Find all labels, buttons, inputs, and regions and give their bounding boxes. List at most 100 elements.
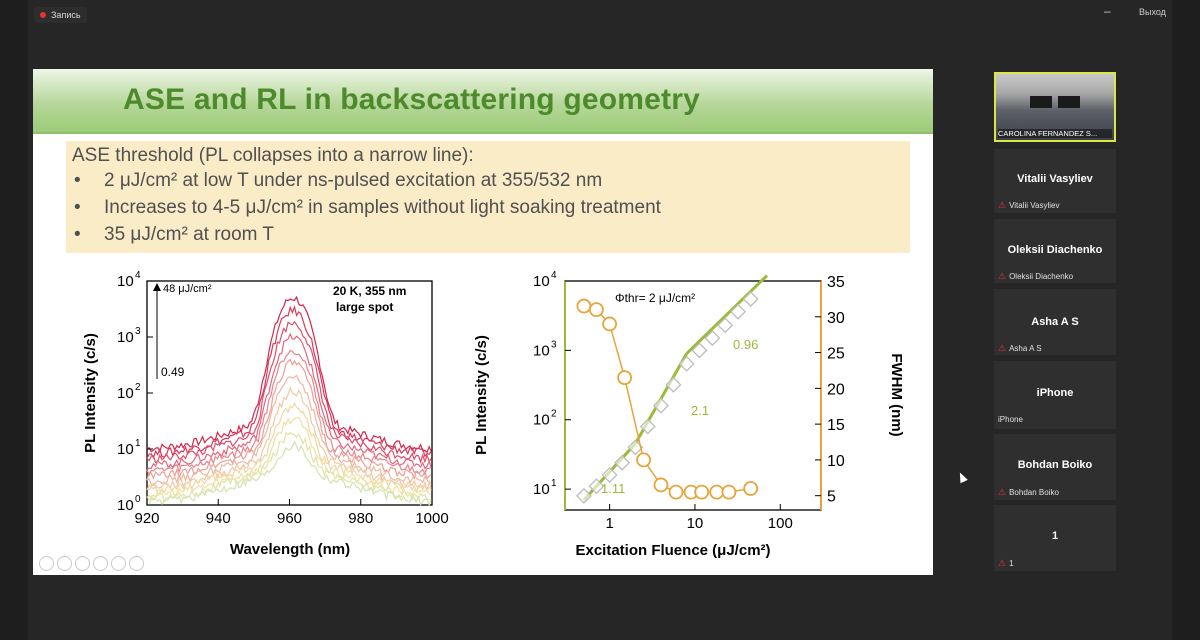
participant-tile[interactable]: iPhone iPhone <box>994 361 1116 429</box>
chart2-ytick-exponent: 2 <box>551 409 557 420</box>
annotation-threshold: Φthr= 2 μJ/cm² <box>615 291 695 305</box>
chart2-y2tick-label: 35 <box>827 274 845 291</box>
participant-sub: 1 <box>1009 559 1014 568</box>
participant-name: Bohdan Boiko <box>1017 459 1093 471</box>
chart2-xtick-label: 10 <box>687 515 704 532</box>
next-slide-icon[interactable] <box>57 556 72 571</box>
participant-name: 1 <box>1051 530 1059 542</box>
grid-icon[interactable] <box>93 556 108 571</box>
pl-data-point <box>691 342 708 359</box>
fwhm-data-point <box>576 298 592 314</box>
video-screen <box>1030 96 1052 108</box>
participant-tile[interactable]: 1 ⚠ 1 <box>994 505 1116 571</box>
spectrum-line <box>146 416 432 499</box>
participant-sub: iPhone <box>998 415 1023 424</box>
participant-tile[interactable]: Asha A S ⚠ Asha A S <box>994 289 1116 355</box>
pl-data-point <box>678 355 695 372</box>
participant-tile[interactable]: Bohdan Boiko ⚠ Bohdan Boiko <box>994 434 1116 500</box>
annotation-bottom-fluence: 0.49 <box>161 365 185 379</box>
participant-video-tile[interactable]: CAROLINA FERNANDEZ S... <box>994 72 1116 142</box>
slide-title: ASE and RL in backscattering geometry <box>123 83 701 116</box>
record-dot-icon <box>40 12 46 18</box>
spectrum-line <box>146 349 432 477</box>
pl-data-point <box>601 466 618 483</box>
pen-icon[interactable] <box>75 556 90 571</box>
spectrum-line <box>146 332 432 470</box>
spectrum-line <box>146 358 432 480</box>
shared-slide: ASE and RL in backscattering geometry AS… <box>33 69 933 575</box>
fwhm-line <box>583 305 751 493</box>
chart2-y2tick-label: 20 <box>827 381 845 398</box>
chart2-y2tick-label: 15 <box>827 417 845 434</box>
pl-data-point <box>575 487 592 504</box>
chart2-y2tick-label: 5 <box>827 489 836 506</box>
chart1-xtick-label: 920 <box>134 510 159 527</box>
annotation-spot: large spot <box>336 300 393 314</box>
minimize-button[interactable]: – <box>1104 4 1111 18</box>
fwhm-data-point <box>668 484 684 500</box>
fwhm-data-point <box>709 484 725 500</box>
recording-indicator[interactable]: Запись <box>34 7 87 23</box>
chart1-ytick-exponent: 0 <box>135 494 141 505</box>
arrow-head-icon <box>153 283 161 291</box>
mic-muted-icon: ⚠ <box>998 558 1007 568</box>
spectrum-line <box>146 440 432 507</box>
participant-name: Vitalii Vasyliev <box>1017 173 1093 185</box>
chart2-y2label: FWHM (nm) <box>888 353 905 436</box>
fwhm-data-point <box>721 484 737 500</box>
chart1-xtick-label: 1000 <box>415 510 448 527</box>
chart2-ytick-exponent: 1 <box>551 478 557 489</box>
chart2-y2tick-label: 30 <box>827 310 845 327</box>
chart2-xlabel: Excitation Fluence (μJ/cm²) <box>575 542 770 559</box>
chart1-xtick-label: 980 <box>348 510 373 527</box>
bullet-item: • Increases to 4-5 μJ/cm² in samples with… <box>74 197 661 218</box>
annotation-condition: 20 K, 355 nm <box>333 284 406 298</box>
mic-muted-icon: ⚠ <box>998 200 1007 210</box>
prev-slide-icon[interactable] <box>39 556 54 571</box>
video-tile-name: CAROLINA FERNANDEZ S... <box>998 129 1112 138</box>
participant-tile[interactable]: Oleksii Diachenko ⚠ Oleksii Diachenko <box>994 219 1116 283</box>
spectrum-line <box>146 295 432 454</box>
chart2-ytick-label: 10 <box>533 481 550 498</box>
chart1-ytick-label: 10 <box>117 497 134 514</box>
bullet-header: ASE threshold (PL collapses into a narro… <box>72 145 474 166</box>
slope-label-3: 0.96 <box>733 337 758 352</box>
spectrum-line <box>146 385 432 493</box>
fit-line <box>685 274 769 355</box>
zoom-icon[interactable] <box>111 556 126 571</box>
bullet-item: • 2 μJ/cm² at low T under ns-pulsed excit… <box>74 170 603 191</box>
pl-data-point <box>614 454 631 471</box>
chart1-ytick-label: 10 <box>117 329 134 346</box>
participant-tile[interactable]: Vitalii Vasyliev ⚠ Vitalii Vasyliev <box>994 149 1116 213</box>
exit-button[interactable]: Выход <box>1139 7 1166 17</box>
video-screen <box>1058 96 1080 108</box>
pl-data-point <box>704 330 721 347</box>
chart1-xlabel: Wavelength (nm) <box>230 541 350 558</box>
pl-data-point <box>653 397 669 414</box>
spectrum-line <box>146 374 432 486</box>
fwhm-data-point <box>636 452 651 468</box>
slide-title-bar: ASE and RL in backscattering geometry <box>33 69 933 134</box>
mic-muted-icon: ⚠ <box>998 487 1007 497</box>
chart2-xtick-label: 1 <box>605 515 613 532</box>
chart1-ytick-label: 10 <box>117 273 134 290</box>
participant-name: Oleksii Diachenko <box>1007 244 1103 256</box>
mic-muted-icon: ⚠ <box>998 271 1007 281</box>
fwhm-data-point <box>602 316 618 332</box>
bullet-box: ASE threshold (PL collapses into a narro… <box>66 141 910 253</box>
participant-sub: Vitalii Vasyliev <box>1009 201 1060 210</box>
spectrum-line <box>146 401 432 494</box>
participant-name: Asha A S <box>1031 316 1079 328</box>
chart1-ytick-exponent: 2 <box>135 382 141 393</box>
chart2-ytick-label: 10 <box>533 342 550 359</box>
chart2-ytick-label: 10 <box>533 412 550 429</box>
chart1-ytick-label: 10 <box>117 441 134 458</box>
chart1-ytick-label: 10 <box>117 385 134 402</box>
chart2-y2tick-label: 25 <box>827 346 845 363</box>
fwhm-data-point <box>694 484 710 500</box>
chart1-ytick-exponent: 4 <box>135 270 141 281</box>
more-icon[interactable] <box>129 556 144 571</box>
slope-label-1: 1.11 <box>601 481 625 496</box>
